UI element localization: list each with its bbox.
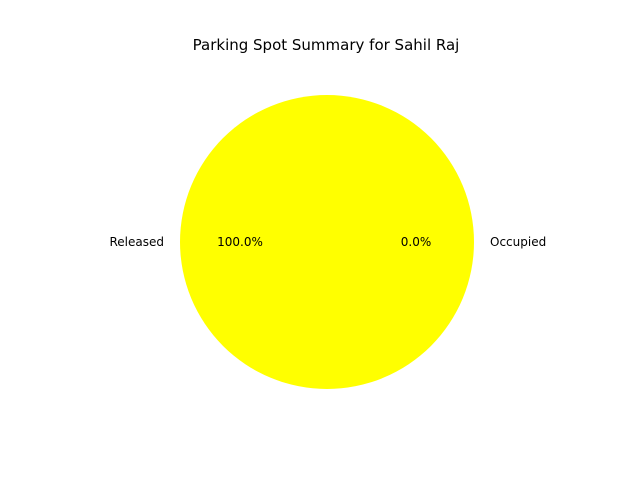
slice-pct-occupied: 0.0% — [401, 235, 432, 249]
slice-label-occupied: Occupied — [490, 235, 546, 249]
chart-title: Parking Spot Summary for Sahil Raj — [193, 36, 460, 54]
pie-slice-released — [180, 95, 474, 389]
slice-label-released: Released — [109, 235, 164, 249]
pie-slices — [180, 95, 474, 389]
slice-pct-released: 100.0% — [217, 235, 263, 249]
